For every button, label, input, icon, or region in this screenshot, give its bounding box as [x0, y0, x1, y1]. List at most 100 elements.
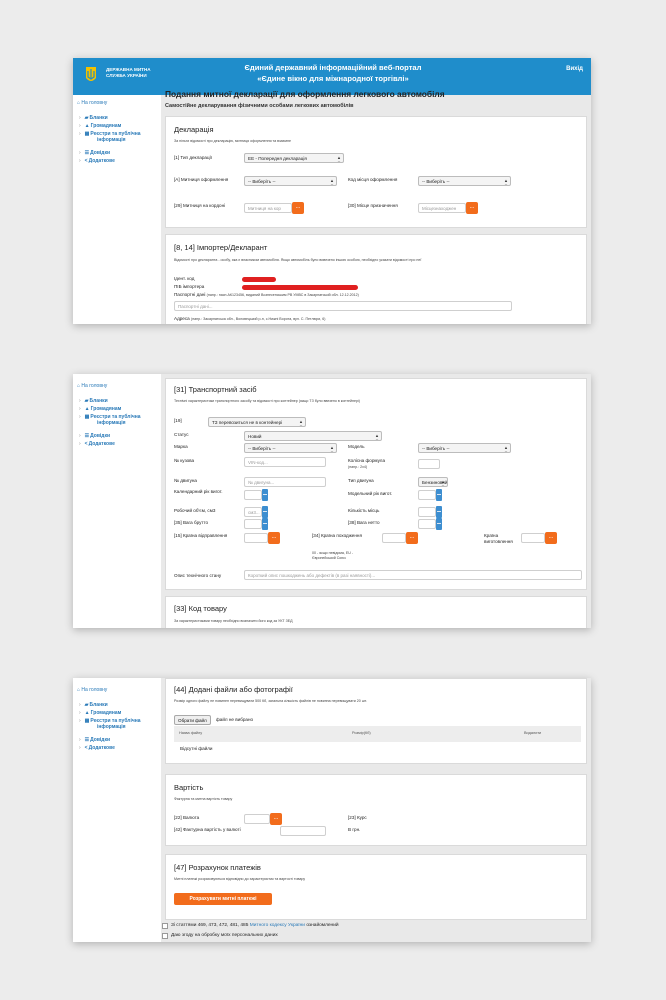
select-caret-icon: ▲ ▼: [504, 445, 508, 453]
list-icon: ☰: [84, 150, 90, 156]
engine-volume-stepper[interactable]: [262, 506, 268, 518]
sidebar-item-citizens[interactable]: › ▲Громадянам: [79, 123, 122, 129]
card-title: [31] Транспортний засіб: [174, 385, 257, 394]
portal-title-line2: «Єдине вікно для міжнародної торгівлі»: [257, 74, 409, 83]
exit-link[interactable]: Вихід: [566, 66, 583, 72]
brand-select[interactable]: -- Виберіть -- ▲ ▼: [244, 443, 337, 453]
portal-title-line1: Єдиний державний інформаційний веб-порта…: [244, 63, 422, 72]
card-hint: Фактурна та митна вартість товару: [174, 797, 233, 801]
trident-emblem-icon: [86, 67, 96, 81]
rate-label: [23] Курс: [348, 815, 367, 820]
model-year-input[interactable]: [418, 490, 436, 500]
seats-stepper[interactable]: [436, 506, 442, 518]
invoice-value-label: [42] Фактурна вартість у валюті: [174, 827, 241, 832]
origin-country-note: 00 - якщо невідома, EU - Європейський Со…: [312, 551, 354, 560]
calendar-year-stepper[interactable]: [262, 489, 268, 501]
redacted-importer-name: [242, 285, 358, 290]
files-table-header: Назва файлу Розмір(Кб) Видалити: [174, 726, 581, 742]
destination-search-button[interactable]: ...: [466, 202, 478, 214]
sidebar-item-additional[interactable]: › <Додаткове: [79, 158, 115, 164]
sidebar-item-citizens[interactable]: › ▲Громадянам: [79, 406, 122, 412]
sidebar-item-registers[interactable]: › ▦Реєстри та публічна інформація: [79, 131, 141, 143]
invoice-value-input[interactable]: [280, 826, 326, 836]
chevron-right-icon: ›: [79, 406, 81, 412]
engine-volume-input[interactable]: см3...: [244, 507, 262, 517]
destination-label: [30] Місце призначення: [348, 203, 398, 208]
calendar-year-input[interactable]: [244, 490, 262, 500]
share-icon: <: [84, 441, 88, 447]
container-select[interactable]: ТЗ перевозиться не в контейнері ▲ ▼: [208, 417, 306, 427]
model-year-stepper[interactable]: [436, 489, 442, 501]
sidebar-item-citizens[interactable]: › ▲Громадянам: [79, 710, 122, 716]
sidebar-item-forms[interactable]: › ▰Бланки: [79, 398, 108, 404]
vin-label: № кузова: [174, 458, 195, 463]
manufacture-country-search-button[interactable]: ...: [545, 532, 557, 544]
customs-code-link[interactable]: Митного кодексу України: [249, 923, 305, 928]
condition-input[interactable]: Короткий опис пошкоджень або дефектів (в…: [244, 570, 582, 580]
sidebar-item-forms[interactable]: › ▰Бланки: [79, 115, 108, 121]
place-code-select[interactable]: -- Виберіть -- ▲ ▼: [418, 176, 511, 186]
grid-icon: ▦: [84, 131, 90, 137]
engine-type-label: Тип двигуна: [348, 478, 374, 483]
net-weight-stepper[interactable]: [436, 518, 442, 530]
sidebar-item-references[interactable]: › ☰Довідки: [79, 737, 111, 743]
origin-country-search-button[interactable]: ...: [406, 532, 418, 544]
screenshot-2: ⌂ На головну › ▰Бланки › ▲Громадянам › ▦Реє…: [73, 374, 591, 628]
personal-data-checkbox[interactable]: [162, 933, 168, 939]
destination-input[interactable]: Місцезнаходжен: [418, 203, 466, 213]
sidebar-item-registers[interactable]: › ▦Реєстри та публічна інформація: [79, 718, 141, 730]
personal-data-label: Даю згоду на обробку моїх персональних д…: [171, 933, 278, 938]
dispatch-country-input[interactable]: [244, 533, 268, 543]
currency-search-button[interactable]: ...: [270, 813, 282, 825]
uah-label: В грн.: [348, 827, 361, 832]
net-weight-input[interactable]: [418, 519, 436, 529]
select-caret-icon: ▲ ▼: [441, 479, 445, 487]
chevron-right-icon: ›: [79, 414, 81, 420]
customs-a-select[interactable]: -- Виберіть -- ▲ ▼: [244, 176, 337, 186]
articles-consent-checkbox[interactable]: [162, 923, 168, 929]
passport-label: Паспортні дані (напр.: пасп.АК123456, ви…: [174, 292, 359, 297]
goods-code-card: [33] Код товару За характеристиками това…: [165, 596, 587, 628]
sidebar-item-additional[interactable]: › <Додаткове: [79, 441, 115, 447]
status-select[interactable]: Новий ▲ ▼: [244, 431, 382, 441]
manufacture-country-input[interactable]: [521, 533, 545, 543]
wheel-formula-input[interactable]: [418, 459, 440, 469]
model-select[interactable]: -- Виберіть -- ▲ ▼: [418, 443, 511, 453]
sidebar-item-registers[interactable]: › ▦Реєстри та публічна інформація: [79, 414, 141, 426]
engine-type-select[interactable]: Бензиновий ▲ ▼: [418, 477, 448, 487]
col-file-size: Розмір(Кб): [352, 731, 371, 735]
seats-input[interactable]: [418, 507, 436, 517]
choose-file-button[interactable]: Обрати файл: [174, 715, 211, 725]
sidebar-home-link[interactable]: ⌂ На головну: [77, 100, 108, 106]
engine-no-input[interactable]: № двигуна...: [244, 477, 326, 487]
gross-weight-stepper[interactable]: [262, 518, 268, 530]
dispatch-country-label: [15] Країна відправлення: [174, 533, 228, 538]
sidebar-item-references[interactable]: › ☰Довідки: [79, 433, 111, 439]
select-caret-icon: ▲ ▼: [375, 433, 379, 441]
border-customs-input[interactable]: Митниця на кор: [244, 203, 292, 213]
declaration-card: Декларація За пільги відомості про декла…: [165, 116, 587, 228]
vin-input[interactable]: VIN-код...: [244, 457, 326, 467]
sidebar-home-link[interactable]: ⌂ На головну: [77, 383, 108, 389]
currency-input[interactable]: [244, 814, 270, 824]
calendar-year-label: Календарний рік вигот.: [174, 489, 223, 494]
briefcase-icon: ▰: [84, 398, 89, 404]
sidebar-home-link[interactable]: ⌂ На головну: [77, 687, 108, 693]
border-customs-search-button[interactable]: ...: [292, 202, 304, 214]
card-title: Вартість: [174, 783, 204, 792]
passport-input[interactable]: Паспортні дані...: [174, 301, 512, 311]
origin-country-input[interactable]: [382, 533, 406, 543]
calculate-payments-button[interactable]: Розрахувати митні платежі: [174, 893, 272, 905]
select-caret-icon: ▲ ▼: [299, 419, 303, 427]
dispatch-country-search-button[interactable]: ...: [268, 532, 280, 544]
chevron-right-icon: ›: [79, 150, 81, 156]
sidebar-item-additional[interactable]: › <Додаткове: [79, 745, 115, 751]
condition-label: Опис технічного стану: [174, 573, 222, 578]
sidebar-item-forms[interactable]: › ▰Бланки: [79, 702, 108, 708]
sidebar-item-references[interactable]: › ☰Довідки: [79, 150, 111, 156]
declaration-type-select[interactable]: ЕЕ - Попередня декларація ▲ ▼: [244, 153, 344, 163]
chevron-right-icon: ›: [79, 158, 81, 164]
gross-weight-input[interactable]: [244, 519, 262, 529]
select-caret-icon: ▲ ▼: [504, 178, 508, 186]
top-header: ДЕРЖАВНА МИТНА СЛУЖБА УКРАЇНИ Єдиний дер…: [73, 58, 591, 95]
